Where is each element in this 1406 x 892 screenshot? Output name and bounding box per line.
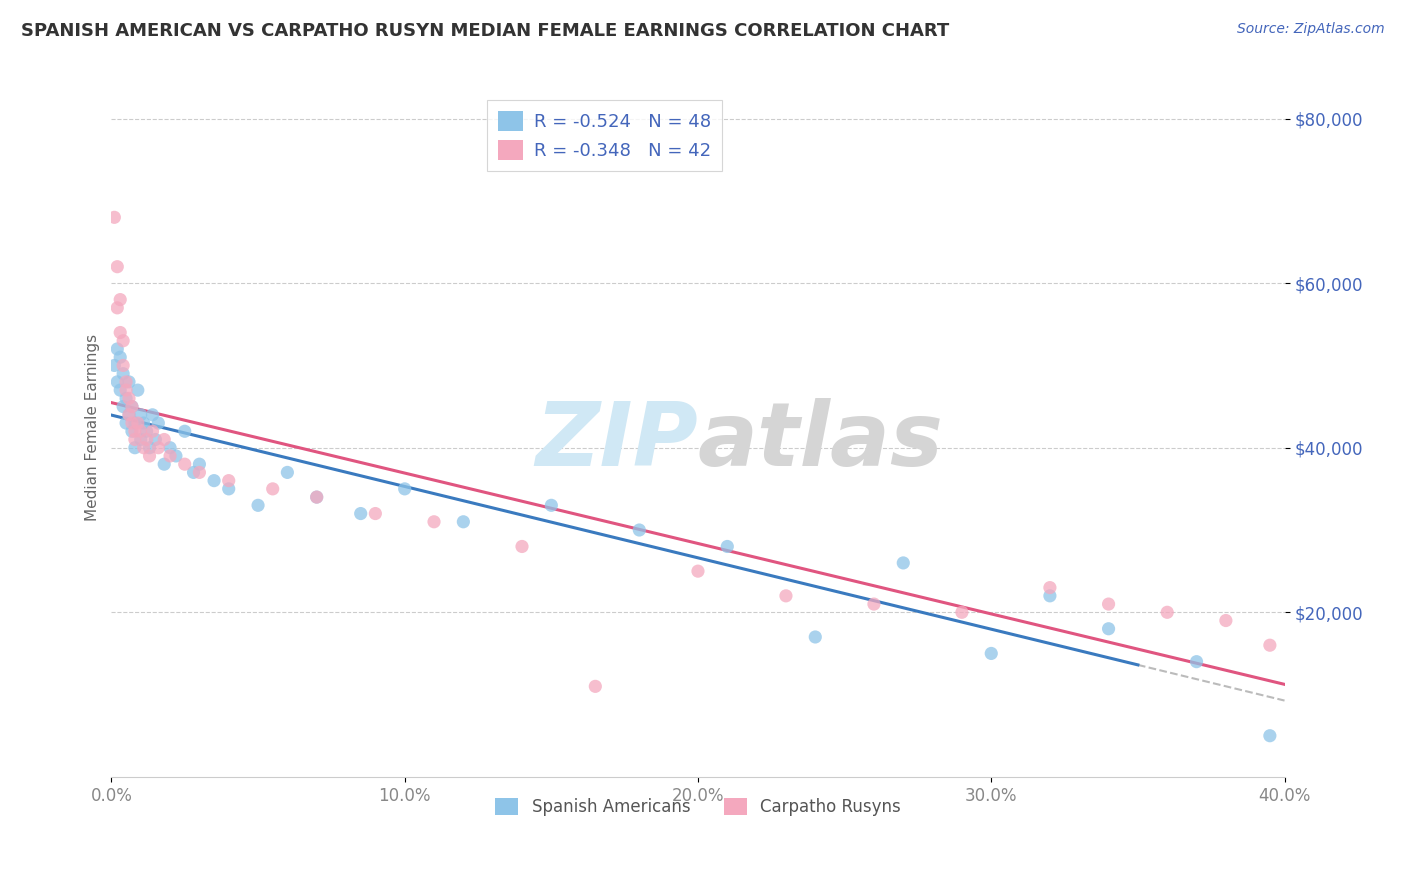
Point <box>141 424 163 438</box>
Point <box>153 457 176 471</box>
Point <box>188 466 211 480</box>
Point <box>1156 605 1178 619</box>
Point <box>394 482 416 496</box>
Point <box>115 375 138 389</box>
Point <box>218 474 240 488</box>
Point <box>165 449 187 463</box>
Point <box>112 359 135 373</box>
Point <box>173 457 195 471</box>
Text: SPANISH AMERICAN VS CARPATHO RUSYN MEDIAN FEMALE EARNINGS CORRELATION CHART: SPANISH AMERICAN VS CARPATHO RUSYN MEDIA… <box>21 22 949 40</box>
Point <box>118 408 141 422</box>
Point <box>105 301 128 315</box>
Point <box>863 597 886 611</box>
Point <box>276 466 298 480</box>
Point <box>159 449 181 463</box>
Point <box>105 260 128 274</box>
Point <box>129 433 152 447</box>
Point <box>129 424 152 438</box>
Point <box>188 457 211 471</box>
Point <box>132 441 155 455</box>
Point <box>775 589 797 603</box>
Point <box>891 556 914 570</box>
Point <box>141 408 163 422</box>
Point <box>716 540 738 554</box>
Point <box>148 416 170 430</box>
Point <box>115 416 138 430</box>
Point <box>103 211 125 225</box>
Point <box>124 441 146 455</box>
Point <box>305 490 328 504</box>
Point <box>583 679 606 693</box>
Point <box>138 441 160 455</box>
Point <box>108 326 131 340</box>
Legend: Spanish Americans, Carpatho Rusyns: Spanish Americans, Carpatho Rusyns <box>486 789 910 824</box>
Point <box>127 416 149 430</box>
Point <box>135 424 157 438</box>
Point <box>124 416 146 430</box>
Point <box>124 433 146 447</box>
Y-axis label: Median Female Earnings: Median Female Earnings <box>86 334 100 521</box>
Point <box>1215 614 1237 628</box>
Point <box>1258 638 1281 652</box>
Point <box>510 540 533 554</box>
Point <box>138 449 160 463</box>
Point <box>1039 581 1062 595</box>
Point <box>218 482 240 496</box>
Point <box>1039 589 1062 603</box>
Point <box>108 293 131 307</box>
Point <box>686 564 709 578</box>
Point <box>124 424 146 438</box>
Point <box>115 383 138 397</box>
Text: Source: ZipAtlas.com: Source: ZipAtlas.com <box>1237 22 1385 37</box>
Point <box>118 392 141 406</box>
Point <box>1258 729 1281 743</box>
Point <box>121 416 143 430</box>
Point <box>1097 597 1119 611</box>
Point <box>112 334 135 348</box>
Point <box>112 367 135 381</box>
Point <box>108 383 131 397</box>
Point <box>112 400 135 414</box>
Point <box>105 342 128 356</box>
Point <box>364 507 387 521</box>
Point <box>129 408 152 422</box>
Point <box>980 647 1002 661</box>
Point <box>121 400 143 414</box>
Text: atlas: atlas <box>697 398 943 484</box>
Point <box>1097 622 1119 636</box>
Point <box>118 408 141 422</box>
Text: ZIP: ZIP <box>536 398 697 484</box>
Point <box>173 424 195 438</box>
Point <box>121 424 143 438</box>
Point <box>127 383 149 397</box>
Point <box>628 523 651 537</box>
Point <box>804 630 827 644</box>
Point <box>183 466 205 480</box>
Point <box>540 499 562 513</box>
Point <box>350 507 373 521</box>
Point <box>950 605 973 619</box>
Point <box>118 375 141 389</box>
Point <box>247 499 270 513</box>
Point <box>145 433 167 447</box>
Point <box>262 482 284 496</box>
Point <box>115 392 138 406</box>
Point <box>105 375 128 389</box>
Point <box>159 441 181 455</box>
Point <box>108 350 131 364</box>
Point <box>135 433 157 447</box>
Point <box>121 400 143 414</box>
Point <box>202 474 225 488</box>
Point <box>1185 655 1208 669</box>
Point <box>423 515 446 529</box>
Point <box>103 359 125 373</box>
Point <box>453 515 475 529</box>
Point <box>148 441 170 455</box>
Point <box>132 416 155 430</box>
Point <box>153 433 176 447</box>
Point <box>305 490 328 504</box>
